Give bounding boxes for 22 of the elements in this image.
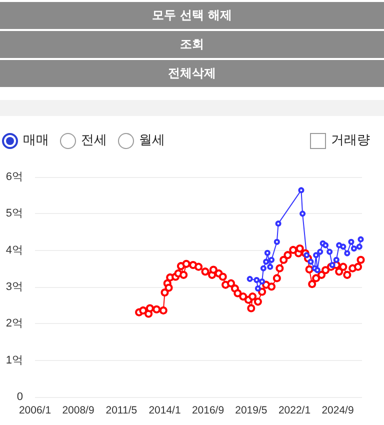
x-tick-label: 2024/9: [322, 404, 354, 416]
x-tick-label: 2016/9: [192, 404, 224, 416]
x-tick-label: 2019/5: [235, 404, 268, 416]
y-tick-label: 4억: [6, 244, 23, 256]
x-tick-label: 2008/9: [62, 404, 94, 416]
text: 조회: [0, 31, 384, 58]
x-tick-label: 2022/1: [278, 404, 311, 416]
y-tick-label: 5억: [6, 208, 23, 220]
text: 전세: [81, 132, 107, 150]
y-tick-label: 3억: [6, 281, 23, 293]
text: 월세: [139, 132, 165, 150]
y-tick-label: 6억: [6, 171, 23, 183]
y-tick-label: 2억: [6, 318, 23, 330]
text: 매매: [23, 132, 49, 150]
y-tick-label: 1억: [6, 354, 23, 366]
text: 거래량: [331, 132, 370, 150]
x-tick-label: 2006/1: [18, 404, 52, 416]
x-tick-label: 2011/5: [106, 404, 138, 416]
x-tick-label: 2014/1: [148, 404, 181, 416]
y-tick-label: 0: [16, 391, 23, 403]
text: 모두 선택 해제: [0, 2, 384, 29]
text: 전체삭제: [0, 60, 384, 87]
